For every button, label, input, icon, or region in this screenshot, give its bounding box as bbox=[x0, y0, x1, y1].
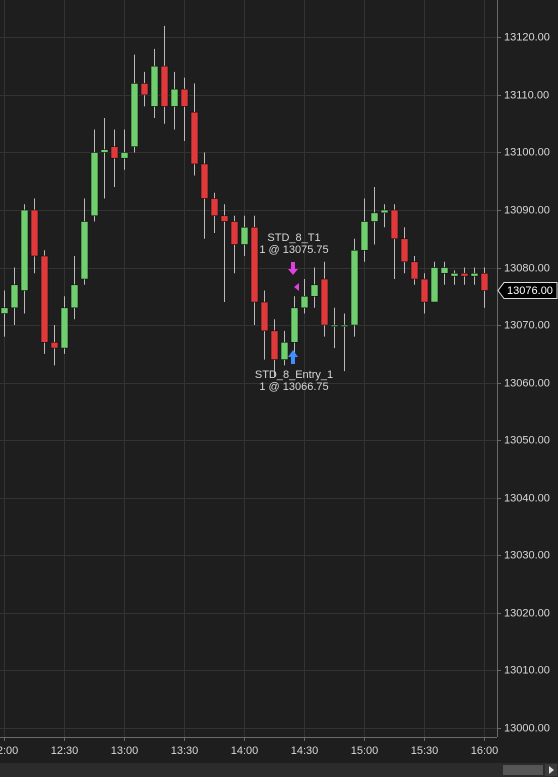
entry-detail: 1 @ 13066.75 bbox=[259, 381, 328, 393]
candle-body bbox=[140, 83, 149, 96]
candle-body bbox=[200, 163, 209, 199]
x-tick-label: 14:30 bbox=[291, 745, 319, 757]
candle-body bbox=[90, 152, 99, 217]
candle-body bbox=[50, 342, 59, 349]
y-tick-label: 13020.00 bbox=[504, 607, 550, 619]
plot bbox=[0, 0, 497, 737]
candle-body bbox=[430, 267, 439, 303]
y-tick-label: 13120.00 bbox=[504, 31, 550, 43]
candle-body bbox=[380, 209, 389, 214]
candle-body bbox=[420, 278, 429, 303]
x-tick-label: 15:30 bbox=[411, 745, 439, 757]
candle-body bbox=[60, 307, 69, 349]
y-tick-label: 13050.00 bbox=[504, 434, 550, 446]
scroll-arrow bbox=[549, 766, 554, 774]
candle-body bbox=[300, 295, 309, 309]
candle-body bbox=[130, 83, 139, 148]
x-tick-label: 13:00 bbox=[111, 745, 139, 757]
candle-body bbox=[220, 215, 229, 222]
candle-body bbox=[400, 238, 409, 263]
candle-body bbox=[0, 307, 9, 314]
exit-arrow bbox=[288, 262, 298, 275]
candle-body bbox=[230, 221, 239, 245]
candle-body bbox=[470, 272, 479, 277]
candle-body bbox=[10, 284, 19, 309]
y-tick-label: 13100.00 bbox=[504, 146, 550, 158]
exit-name: STD_8_T1 bbox=[267, 232, 320, 244]
candle-body bbox=[20, 209, 29, 291]
candle-body bbox=[250, 226, 259, 303]
candle-body bbox=[370, 212, 379, 222]
candle-body bbox=[120, 152, 129, 159]
y-tick-label: 13000.00 bbox=[504, 722, 550, 734]
candle-body bbox=[30, 209, 39, 257]
candle-body bbox=[290, 307, 299, 343]
candle-body bbox=[40, 255, 49, 343]
y-tick-label: 13090.00 bbox=[504, 204, 550, 216]
candle-body bbox=[480, 272, 489, 291]
candle-body bbox=[350, 249, 359, 326]
candle-body bbox=[150, 65, 159, 107]
candle-body bbox=[330, 324, 339, 327]
y-tick-label: 13030.00 bbox=[504, 549, 550, 561]
entry-arrow bbox=[288, 350, 298, 364]
candle-body bbox=[460, 272, 469, 277]
y-tick-label: 13110.00 bbox=[504, 89, 549, 101]
candle-body bbox=[360, 221, 369, 251]
x-tick-label: 12:00 bbox=[0, 745, 18, 757]
scrollbar[interactable] bbox=[0, 763, 558, 777]
entry-name: STD_8_Entry_1 bbox=[255, 369, 333, 381]
exit-marker bbox=[294, 283, 299, 291]
candle-body bbox=[410, 261, 419, 280]
candle-body bbox=[240, 226, 249, 245]
x-tick-label: 16:00 bbox=[471, 745, 499, 757]
candle-body bbox=[100, 149, 109, 153]
candle-body bbox=[180, 88, 189, 107]
candle-body bbox=[270, 330, 279, 360]
candle-body bbox=[70, 284, 79, 309]
last-price-box bbox=[497, 282, 558, 300]
candle-body bbox=[440, 267, 449, 274]
y-tick-label: 13010.00 bbox=[504, 664, 550, 676]
candle-body bbox=[210, 198, 219, 217]
last-price-label: 13076.00 bbox=[507, 285, 553, 297]
candle-body bbox=[80, 221, 89, 280]
x-tick-label: 12:30 bbox=[51, 745, 79, 757]
exit-detail: 1 @ 13075.75 bbox=[259, 244, 328, 256]
candle-body bbox=[260, 301, 269, 332]
candle-body bbox=[110, 146, 119, 159]
scroll-thumb[interactable] bbox=[503, 765, 543, 775]
candle-body bbox=[280, 342, 289, 360]
candle-body bbox=[170, 88, 179, 107]
y-tick-label: 13070.00 bbox=[504, 319, 550, 331]
x-tick-label: 14:00 bbox=[231, 745, 259, 757]
candle-body bbox=[340, 324, 349, 327]
x-tick-label: 13:30 bbox=[171, 745, 199, 757]
x-tick-label: 15:00 bbox=[351, 745, 379, 757]
candle-body bbox=[190, 111, 199, 165]
y-tick-label: 13060.00 bbox=[504, 377, 550, 389]
candle-body bbox=[390, 209, 399, 240]
candle-body bbox=[450, 272, 459, 277]
candle-body bbox=[320, 278, 329, 326]
y-tick-label: 13040.00 bbox=[504, 492, 550, 504]
candle-body bbox=[310, 284, 319, 297]
y-tick-label: 13080.00 bbox=[504, 262, 550, 274]
candle-body bbox=[160, 65, 169, 107]
